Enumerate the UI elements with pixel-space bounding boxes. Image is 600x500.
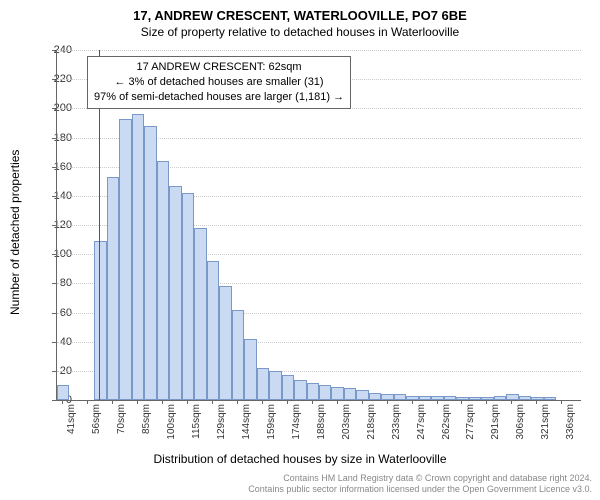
- footer-line-1: Contains HM Land Registry data © Crown c…: [248, 473, 592, 485]
- histogram-bar: [444, 396, 456, 400]
- histogram-bar: [282, 375, 294, 400]
- x-tick: [312, 400, 313, 404]
- histogram-bar: [356, 390, 368, 400]
- x-axis-label: Distribution of detached houses by size …: [0, 452, 600, 466]
- x-tick: [112, 400, 113, 404]
- histogram-bar: [506, 394, 518, 400]
- histogram-bar: [94, 241, 106, 400]
- chart-title: 17, ANDREW CRESCENT, WATERLOOVILLE, PO7 …: [0, 0, 600, 23]
- histogram-bar: [319, 385, 331, 400]
- x-tick: [437, 400, 438, 404]
- footer-line-2: Contains public sector information licen…: [248, 484, 592, 496]
- histogram-bar: [57, 385, 69, 400]
- histogram-bar: [369, 393, 381, 400]
- x-tick: [461, 400, 462, 404]
- histogram-bar: [244, 339, 256, 400]
- footer-attribution: Contains HM Land Registry data © Crown c…: [248, 473, 592, 496]
- histogram-bar: [257, 368, 269, 400]
- x-tick: [412, 400, 413, 404]
- x-tick: [511, 400, 512, 404]
- histogram-bar: [169, 186, 181, 400]
- x-tick: [561, 400, 562, 404]
- x-tick: [536, 400, 537, 404]
- histogram-bar: [394, 394, 406, 400]
- x-tick: [137, 400, 138, 404]
- histogram-bar: [344, 388, 356, 400]
- x-tick: [337, 400, 338, 404]
- x-tick: [262, 400, 263, 404]
- histogram-bar: [431, 396, 443, 400]
- x-tick: [486, 400, 487, 404]
- histogram-bar: [331, 387, 343, 400]
- histogram-bar: [294, 380, 306, 400]
- x-tick: [362, 400, 363, 404]
- histogram-bar: [419, 396, 431, 400]
- histogram-bar: [207, 261, 219, 400]
- gridline: [57, 50, 581, 51]
- x-tick: [387, 400, 388, 404]
- x-tick: [187, 400, 188, 404]
- histogram-bar: [157, 161, 169, 400]
- histogram-bar: [182, 193, 194, 400]
- histogram-bar: [381, 394, 393, 400]
- y-axis-label: Number of detached properties: [8, 150, 22, 315]
- x-tick: [212, 400, 213, 404]
- histogram-bar: [307, 383, 319, 401]
- histogram-bar: [544, 397, 556, 400]
- histogram-bar: [119, 119, 131, 400]
- x-tick: [237, 400, 238, 404]
- callout-line-1: 17 ANDREW CRESCENT: 62sqm: [94, 60, 344, 75]
- callout-box: 17 ANDREW CRESCENT: 62sqm ← 3% of detach…: [87, 56, 351, 109]
- histogram-bar: [531, 397, 543, 400]
- callout-line-3: 97% of semi-detached houses are larger (…: [94, 90, 344, 105]
- histogram-bar: [519, 396, 531, 400]
- x-tick: [162, 400, 163, 404]
- histogram-bar: [144, 126, 156, 400]
- histogram-bar: [494, 396, 506, 400]
- histogram-bar: [269, 371, 281, 400]
- histogram-bar: [232, 310, 244, 400]
- histogram-bar: [469, 397, 481, 400]
- histogram-bar: [456, 397, 468, 400]
- chart-container: 17, ANDREW CRESCENT, WATERLOOVILLE, PO7 …: [0, 0, 600, 500]
- plot-area: 17 ANDREW CRESCENT: 62sqm ← 3% of detach…: [56, 50, 581, 401]
- histogram-bar: [219, 286, 231, 400]
- histogram-bar: [132, 114, 144, 400]
- x-tick: [287, 400, 288, 404]
- x-tick: [62, 400, 63, 404]
- chart-subtitle: Size of property relative to detached ho…: [0, 23, 600, 39]
- histogram-bar: [481, 397, 493, 400]
- histogram-bar: [194, 228, 206, 400]
- histogram-bar: [107, 177, 119, 400]
- callout-line-2: ← 3% of detached houses are smaller (31): [94, 75, 344, 90]
- histogram-bar: [406, 396, 418, 400]
- x-tick: [87, 400, 88, 404]
